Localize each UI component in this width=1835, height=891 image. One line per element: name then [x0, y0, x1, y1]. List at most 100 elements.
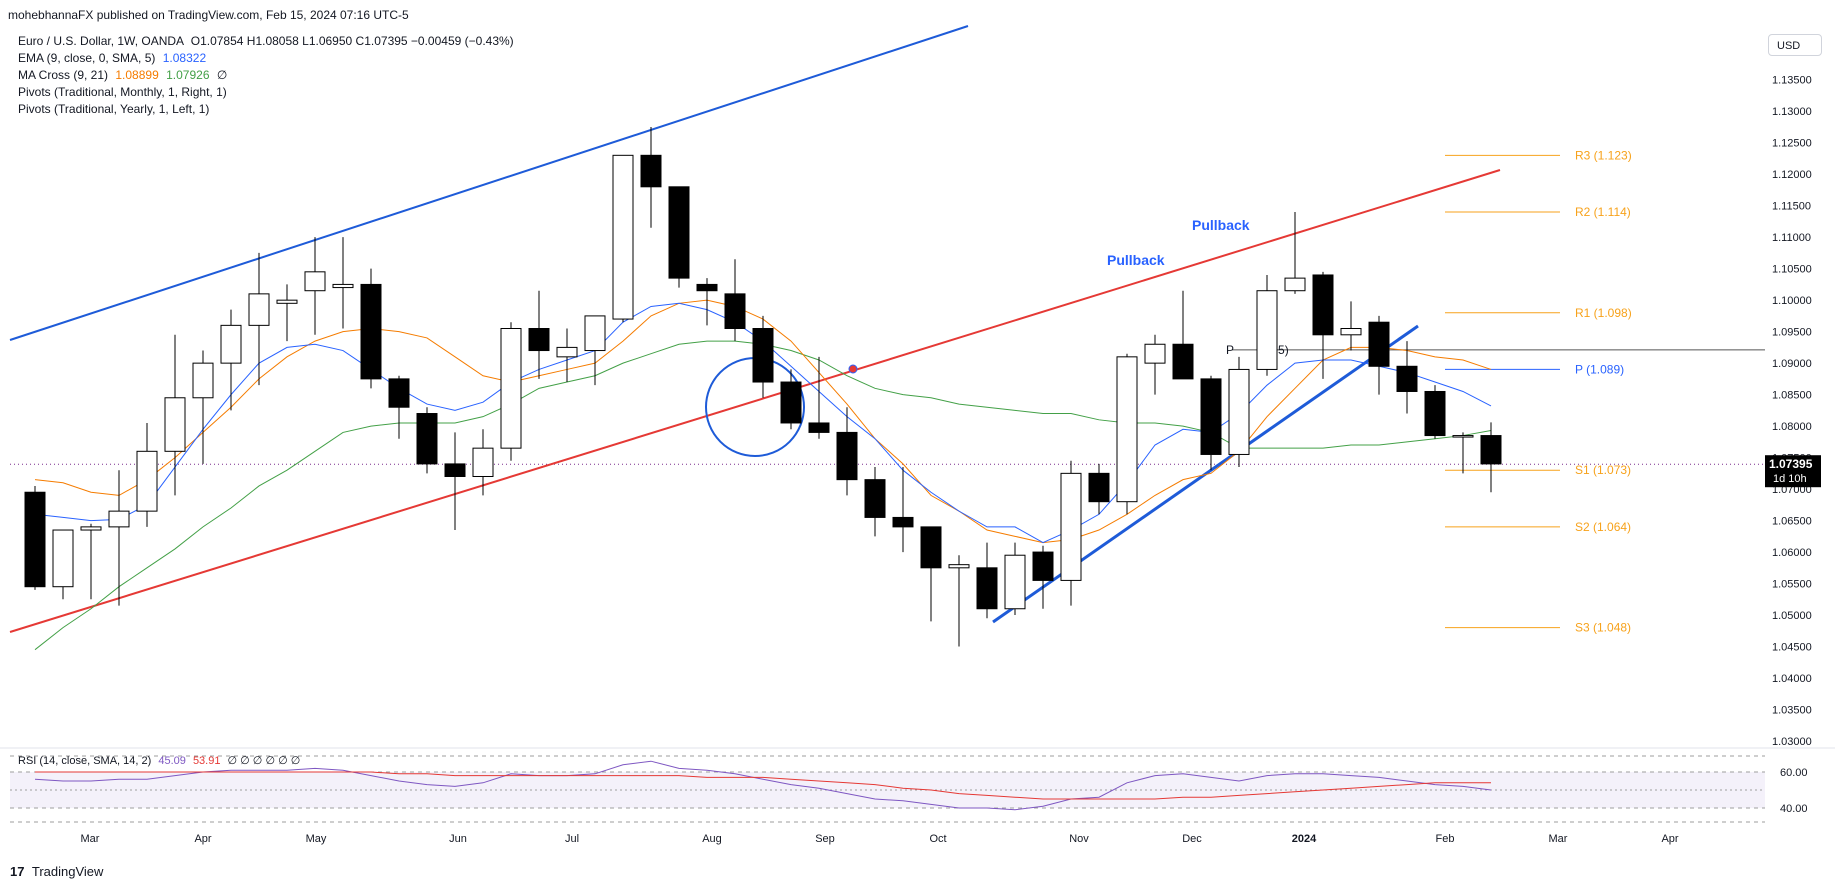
red-trend-line[interactable]: [9, 169, 1501, 633]
x-axis-tick-label: Nov: [1069, 833, 1089, 845]
rsi-legend-tail: ∅ ∅ ∅ ∅ ∅ ∅: [227, 755, 301, 767]
legend-ema-row[interactable]: EMA (9, close, 0, SMA, 5) 1.08322: [18, 50, 514, 67]
x-axis-tick-label: Mar: [81, 833, 100, 845]
y-axis-tick-label: 1.05000: [1772, 610, 1812, 622]
pivot-label: R1 (1.098): [1575, 306, 1632, 320]
candle-body[interactable]: [640, 154, 662, 188]
candle-body[interactable]: [248, 293, 270, 326]
candle-body[interactable]: [892, 516, 914, 528]
rsi-line: [34, 760, 1492, 811]
candle-body[interactable]: [1256, 290, 1278, 370]
candle-body[interactable]: [1396, 365, 1418, 392]
y-axis-tick-label: 1.13000: [1772, 106, 1812, 118]
candle-body[interactable]: [304, 271, 326, 292]
candle-body[interactable]: [836, 431, 858, 481]
candle-body[interactable]: [1340, 328, 1362, 336]
candle-body[interactable]: [1424, 390, 1446, 437]
x-axis-tick-label: Oct: [929, 833, 946, 845]
candle-body[interactable]: [192, 362, 214, 399]
candle-body[interactable]: [1284, 277, 1306, 292]
legend-ema-label: EMA (9, close, 0, SMA, 5): [18, 51, 156, 65]
candle-body[interactable]: [584, 315, 606, 352]
candle-body[interactable]: [724, 293, 746, 330]
candle-body[interactable]: [1004, 554, 1026, 610]
candle-body[interactable]: [920, 526, 942, 569]
x-axis-tick-label: Jun: [449, 833, 467, 845]
candle-body[interactable]: [780, 381, 802, 424]
x-axis-tick-label: Dec: [1182, 833, 1202, 845]
legend-ohlc: O1.07854 H1.08058 L1.06950 C1.07395 −0.0…: [190, 34, 514, 48]
currency-selector[interactable]: USD: [1768, 34, 1822, 56]
candle-body[interactable]: [472, 447, 494, 477]
candle-body[interactable]: [444, 463, 466, 477]
y-axis-tick-label: 1.12500: [1772, 138, 1812, 150]
x-axis-tick-label: Aug: [702, 833, 722, 845]
candle-body[interactable]: [528, 328, 550, 352]
candle-body[interactable]: [696, 283, 718, 292]
rsi-tick-label: 60.00: [1780, 767, 1808, 779]
last-price-label: 1.07395: [1769, 457, 1813, 471]
candle-body[interactable]: [1116, 356, 1138, 503]
annotation-pullback-2: Pullback: [1192, 217, 1250, 233]
candle-body[interactable]: [52, 529, 74, 588]
candle-body[interactable]: [416, 413, 438, 465]
x-axis-tick-label: 2024: [1292, 833, 1317, 845]
legend-pivot-monthly[interactable]: Pivots (Traditional, Monthly, 1, Right, …: [18, 85, 227, 99]
candle-body[interactable]: [1172, 343, 1194, 380]
candle-body[interactable]: [1200, 378, 1222, 455]
candle-body[interactable]: [332, 283, 354, 289]
footer-brand[interactable]: 17 TradingView: [10, 864, 103, 879]
y-axis-tick-label: 1.03500: [1772, 705, 1812, 717]
y-axis-tick-label: 1.06500: [1772, 516, 1812, 528]
x-axis-tick-label: Feb: [1436, 833, 1455, 845]
candle-body[interactable]: [1312, 274, 1334, 336]
y-axis-tick-label: 1.11500: [1772, 201, 1811, 213]
candle-body[interactable]: [556, 346, 578, 358]
candle-body[interactable]: [668, 186, 690, 279]
candle-body[interactable]: [612, 154, 634, 320]
candle-body[interactable]: [864, 479, 886, 518]
candle-body[interactable]: [164, 397, 186, 452]
candle-body[interactable]: [1228, 368, 1250, 455]
legend-pivot-yearly[interactable]: Pivots (Traditional, Yearly, 1, Left, 1): [18, 102, 210, 116]
y-axis-tick-label: 1.06000: [1772, 547, 1812, 559]
candle-body[interactable]: [1368, 321, 1390, 367]
candle-body[interactable]: [1032, 551, 1054, 581]
candle-body[interactable]: [80, 526, 102, 531]
candle-body[interactable]: [388, 378, 410, 408]
candle-body[interactable]: [1060, 472, 1082, 581]
candle-body[interactable]: [1452, 435, 1474, 438]
rsi-ma-line: [35, 771, 1491, 800]
candle-body[interactable]: [976, 567, 998, 610]
intersection-marker: [848, 364, 858, 374]
upper-channel-line[interactable]: [9, 25, 969, 341]
countdown-label: 1d 10h: [1773, 473, 1807, 485]
candle-body[interactable]: [808, 422, 830, 433]
x-axis-tick-label: Jul: [565, 833, 579, 845]
legend-symbol-row: Euro / U.S. Dollar, 1W, OANDA O1.07854 H…: [18, 33, 514, 50]
legend-ma-row[interactable]: MA Cross (9, 21) 1.08899 1.07926 ∅: [18, 67, 514, 84]
candle-body[interactable]: [1088, 472, 1110, 503]
x-axis-tick-label: Apr: [194, 833, 211, 845]
candle-body[interactable]: [360, 283, 382, 380]
y-axis-tick-label: 1.13500: [1772, 75, 1812, 87]
candle-body[interactable]: [752, 328, 774, 383]
x-axis-tick-label: Sep: [815, 833, 835, 845]
candle-body[interactable]: [136, 450, 158, 512]
candle-body[interactable]: [948, 564, 970, 569]
rsi-tick-label: 40.00: [1780, 803, 1808, 815]
y-axis-tick-label: 1.12000: [1772, 169, 1812, 181]
blue-support-line[interactable]: [992, 324, 1419, 624]
candle-body[interactable]: [1144, 343, 1166, 364]
legend-ma-tail: ∅: [216, 68, 228, 82]
candle-body[interactable]: [108, 510, 130, 528]
rsi-legend[interactable]: RSI (14, close, SMA, 14, 2) 45.09 53.91 …: [18, 754, 300, 767]
candle-body[interactable]: [500, 328, 522, 449]
candle-body[interactable]: [24, 491, 46, 588]
y-axis-tick-label: 1.08500: [1772, 390, 1812, 402]
candle-body[interactable]: [220, 324, 242, 364]
chart-legend: Euro / U.S. Dollar, 1W, OANDA O1.07854 H…: [18, 33, 514, 118]
candle-body[interactable]: [276, 299, 298, 304]
candle-body[interactable]: [1480, 435, 1502, 465]
